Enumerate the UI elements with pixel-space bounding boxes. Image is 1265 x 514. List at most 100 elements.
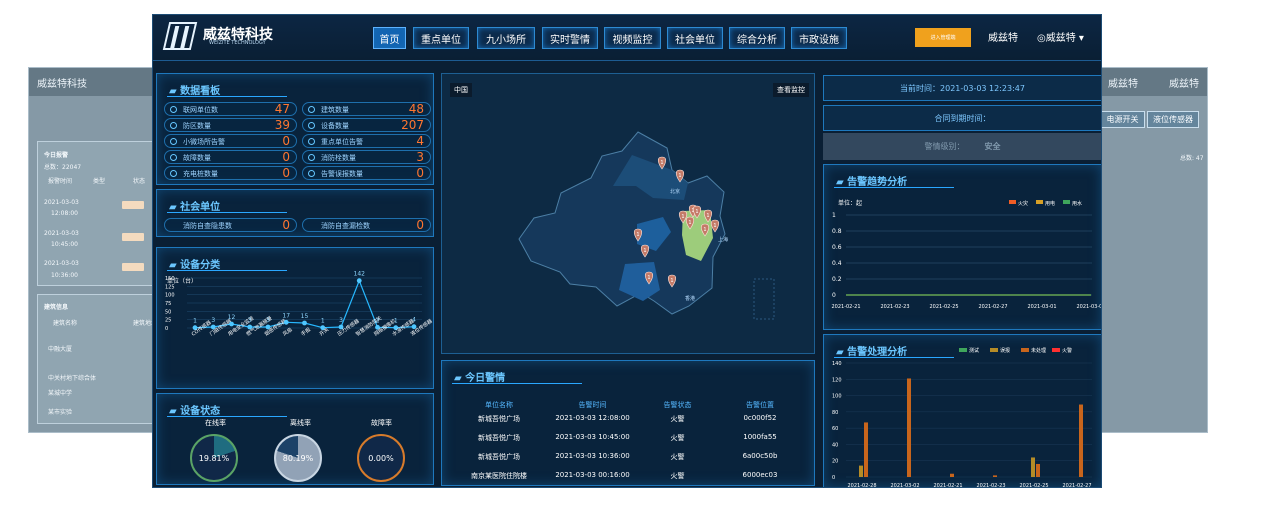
alarm-table-cell: 新城吾悦广场	[478, 434, 520, 442]
category-value-label: 15	[301, 313, 309, 320]
metric-icon	[308, 154, 315, 161]
category-value-label: 142	[354, 271, 366, 278]
nav-video-monitor[interactable]: 视频监控	[604, 27, 661, 49]
left-ghost-total: 总数：22047	[44, 164, 82, 171]
metric-value: 48	[408, 102, 424, 116]
brand-subtitle: WEIZITE TECHNOLOGY	[209, 40, 266, 46]
trend-legend-swatch	[1063, 200, 1070, 204]
left-ghost-time-1: 12:08:00	[51, 210, 78, 217]
map-location-marker-icon: 1	[678, 210, 688, 224]
level-sensor-button[interactable]: 液位传感器	[1147, 111, 1199, 128]
left-ghost-date-3: 2021-03-03	[44, 260, 79, 267]
device-category-title: ▰ 设备分类	[169, 260, 221, 271]
process-y-tick: 120	[832, 377, 842, 383]
account-menu[interactable]: ◎威兹特 ▾	[1037, 29, 1084, 44]
left-ghost-brand: 威兹特科技	[37, 78, 87, 90]
category-point	[411, 324, 417, 330]
category-point	[192, 325, 198, 331]
category-point	[229, 321, 234, 327]
device-category-unit: 单位（台）	[167, 277, 197, 285]
process-y-tick: 140	[832, 361, 842, 367]
trend-legend-label: 火灾	[1018, 200, 1028, 207]
left-ghost-building-row: 某城中学	[48, 390, 73, 397]
nav-social-units[interactable]: 社会单位	[667, 27, 723, 49]
metric-icon	[308, 138, 315, 145]
process-y-tick: 40	[832, 442, 838, 448]
data-board-metric: 小微场所告警 0	[164, 134, 297, 148]
category-y-tick: 100	[165, 293, 175, 299]
view-monitor-button[interactable]: 查看监控	[773, 83, 809, 97]
left-ghost-col-time: 报警时间	[48, 178, 73, 185]
category-y-tick: 0	[165, 326, 168, 332]
category-point	[320, 325, 326, 331]
trend-legend-label: 用电	[1045, 200, 1055, 207]
map-marker-count: 1	[670, 278, 673, 284]
trend-legend-swatch	[1036, 200, 1043, 204]
left-ghost-building-address: 建筑地址	[133, 320, 158, 327]
process-bar	[950, 473, 954, 477]
nav-analysis[interactable]: 综合分析	[729, 27, 785, 49]
category-y-tick: 125	[165, 284, 175, 290]
company-logo-icon	[162, 22, 198, 50]
left-ghost-building-row: 中关村地下综合体	[48, 375, 97, 382]
metric-value: 47	[274, 102, 290, 116]
left-ghost-building-row: 中融大厦	[48, 346, 73, 353]
alarm-table-cell: 火警	[670, 453, 685, 461]
process-bar	[907, 378, 911, 477]
category-y-tick: 75	[165, 301, 171, 307]
alarm-col-status: 告警状态	[663, 401, 692, 409]
metric-value: 39	[274, 118, 290, 132]
map-marker-count: 1	[660, 160, 663, 166]
map-marker-count: 1	[636, 232, 639, 238]
device-category-panel: ▰ 设备分类 单位（台） 0 25 50 75 100 125 150 1 CO传感器 3 门磁传感器…	[156, 247, 434, 389]
category-point	[265, 324, 271, 330]
admin-entry-button[interactable]: 进入管理端	[915, 28, 971, 47]
metric-label: 充电桩数量	[183, 170, 218, 178]
map-location-marker-icon: 1	[692, 205, 702, 219]
metric-label: 故障数量	[183, 154, 211, 162]
alarm-table-row[interactable]: 新城吾悦广场 2021-03-03 10:36:00 火警 6a00c50b	[453, 452, 813, 462]
nav-nine-small-places[interactable]: 九小场所	[477, 27, 535, 49]
process-y-tick: 20	[832, 459, 838, 465]
map-location-marker-icon: 1	[703, 209, 713, 223]
trend-legend-label: 用水	[1072, 200, 1082, 207]
alarm-table-row[interactable]: 南京某医院住院楼 2021-03-03 00:16:00 火警 6000ec03	[453, 471, 813, 481]
data-board-metric: 充电桩数量 0	[164, 166, 297, 180]
category-point	[210, 324, 216, 330]
nav-key-units[interactable]: 重点单位	[413, 27, 469, 49]
alarm-process-chart: 测试 误报 未处理 火警 0 20 40 60 80 100 120 140 2021-02-28 202…	[832, 347, 1092, 488]
process-bar	[1036, 463, 1040, 477]
data-board-title: ▰ 数据看板	[169, 86, 221, 97]
alarm-trend-panel: ▰ 告警趋势分析 单位：起 火灾 用电 用水 0 0.2 0.4 0.6 0.8 1 2021-02…	[823, 164, 1102, 330]
alarm-table-row[interactable]: 新城吾悦广场 2021-03-03 10:45:00 火警 1000fa55	[453, 433, 813, 443]
alarm-table-row[interactable]: 新城吾悦广场 2021-03-03 12:08:00 火警 0c000f52	[453, 414, 813, 424]
map-marker-count: 1	[695, 209, 698, 215]
map-location-marker-icon: 1	[644, 271, 654, 285]
metric-label: 消防栓数量	[321, 154, 356, 162]
map-marker-count: 1	[706, 213, 709, 219]
alarm-table-cell: 2021-03-03 00:16:00	[555, 471, 630, 479]
process-bar	[864, 422, 868, 477]
fault-rate-pie: 0.00%	[357, 434, 405, 482]
power-switch-button[interactable]: 电源开关	[1100, 111, 1145, 128]
process-x-tick: 2021-02-28	[847, 483, 876, 488]
alarm-table-header: 单位名称 告警时间 告警状态 告警位置	[453, 400, 813, 410]
account-label: 威兹特	[1045, 33, 1076, 44]
map-marker-count: 1	[691, 208, 694, 214]
metric-icon	[170, 106, 177, 113]
process-y-tick: 0	[832, 475, 835, 481]
map-location-marker-icon: 1	[640, 244, 650, 258]
metric-icon	[308, 122, 315, 129]
trend-x-tick: 2021-03-03	[1076, 304, 1102, 310]
trend-x-tick: 2021-02-25	[929, 304, 958, 310]
nav-municipal-facilities[interactable]: 市政设施	[791, 27, 847, 49]
process-bar	[1031, 457, 1035, 477]
right-ghost-total: 总数: 47	[1180, 155, 1204, 162]
category-point	[283, 319, 289, 325]
nav-live-alarms[interactable]: 实时警情	[542, 27, 598, 49]
alarm-process-title: ▰ 告警处理分析	[836, 347, 908, 358]
nav-home[interactable]: 首页	[373, 27, 406, 49]
category-point	[393, 325, 399, 331]
current-time: 当前时间：2021-03-03 12:23:47	[823, 75, 1101, 101]
